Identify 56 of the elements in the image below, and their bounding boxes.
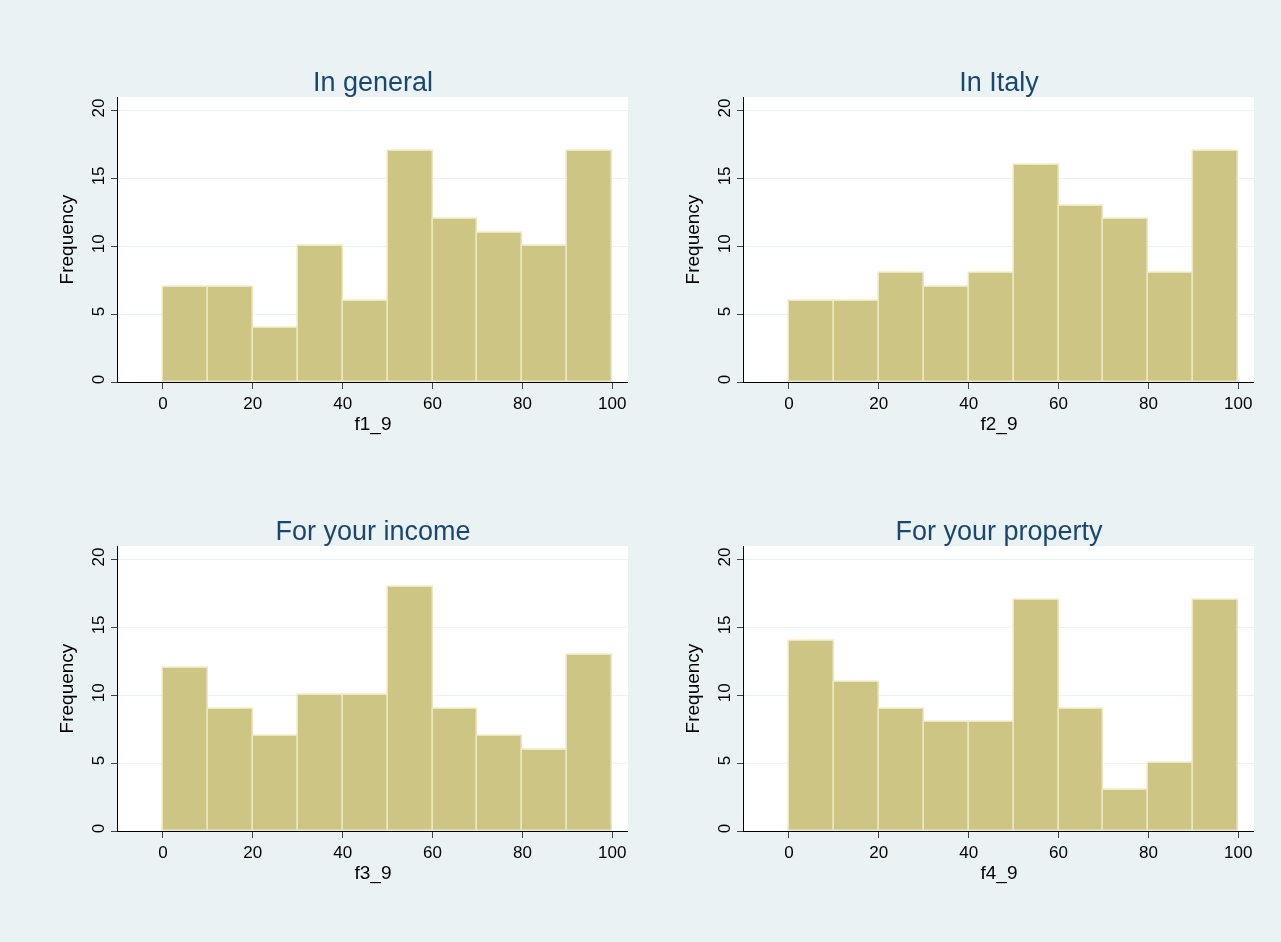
y-tick-label: 20 (89, 547, 109, 567)
y-tick-label: 0 (715, 374, 735, 385)
y-tick-label: 0 (715, 823, 735, 834)
chart-title: For your property (895, 516, 1104, 546)
x-tick-label: 100 (1224, 394, 1253, 414)
y-tick-label: 10 (89, 683, 109, 703)
y-tick-label: 20 (715, 547, 735, 567)
x-tick-label: 60 (1049, 394, 1068, 414)
x-tick-label: 80 (1138, 394, 1158, 414)
x-tick-label: 20 (869, 394, 889, 414)
x-tick-label: 40 (333, 843, 353, 863)
x-tick-label: 0 (158, 394, 168, 414)
chart-title: In Italy (959, 67, 1040, 97)
y-axis-title: Frequency (56, 194, 78, 285)
x-axis-title: f1_9 (354, 413, 392, 436)
x-tick-label: 80 (1138, 843, 1158, 863)
y-axis-title: Frequency (682, 194, 704, 285)
y-tick-label: 5 (89, 306, 109, 317)
chart-title: In general (312, 67, 434, 97)
x-tick-label: 40 (959, 394, 979, 414)
y-axis-title: Frequency (56, 643, 78, 734)
x-tick-label: 20 (243, 394, 263, 414)
x-tick-label: 0 (158, 843, 168, 863)
x-tick-label: 40 (333, 394, 353, 414)
y-tick-label: 10 (715, 234, 735, 254)
x-tick-label: 100 (1224, 843, 1253, 863)
y-tick-label: 15 (89, 615, 109, 635)
chart-title: For your income (275, 516, 471, 546)
y-tick-label: 5 (89, 755, 109, 766)
x-axis-title: f2_9 (980, 413, 1018, 436)
x-tick-label: 0 (784, 394, 794, 414)
y-tick-label: 20 (715, 98, 735, 118)
x-axis-title: f3_9 (354, 862, 392, 885)
x-tick-label: 40 (959, 843, 979, 863)
y-axis-title: Frequency (682, 643, 704, 734)
x-tick-label: 20 (243, 843, 263, 863)
y-tick-label: 0 (89, 374, 109, 385)
y-tick-label: 15 (715, 615, 735, 635)
x-axis-title: f4_9 (980, 862, 1018, 885)
y-tick-label: 5 (715, 755, 735, 766)
y-tick-label: 20 (89, 98, 109, 118)
x-tick-label: 100 (598, 843, 627, 863)
y-tick-label: 15 (89, 166, 109, 186)
y-tick-label: 10 (715, 683, 735, 703)
x-tick-label: 60 (1049, 843, 1068, 863)
y-tick-label: 15 (715, 166, 735, 186)
x-tick-label: 20 (869, 843, 889, 863)
x-tick-label: 60 (423, 843, 442, 863)
x-tick-label: 60 (423, 394, 442, 414)
y-tick-label: 5 (715, 306, 735, 317)
x-tick-label: 0 (784, 843, 794, 863)
x-tick-label: 80 (512, 843, 532, 863)
y-tick-label: 10 (89, 234, 109, 254)
x-tick-label: 80 (512, 394, 532, 414)
x-tick-label: 100 (598, 394, 627, 414)
y-tick-label: 0 (89, 823, 109, 834)
